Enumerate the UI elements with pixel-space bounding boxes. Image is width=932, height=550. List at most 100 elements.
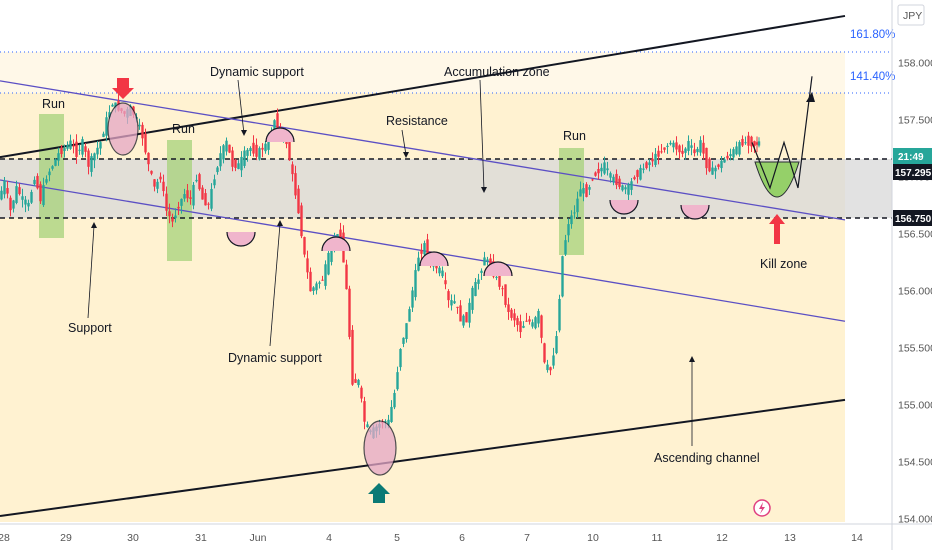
candle-body <box>45 179 48 183</box>
y-tick-label: 155.500 <box>898 342 932 354</box>
currency-box[interactable] <box>897 4 925 26</box>
candle-body <box>603 162 606 174</box>
candle-body <box>519 321 522 333</box>
candle-body <box>546 364 549 371</box>
candle-body <box>555 336 558 354</box>
candle-body <box>648 162 651 166</box>
candle-body <box>207 203 210 205</box>
candle-body <box>147 152 150 165</box>
candle-body <box>267 140 270 150</box>
candle-body <box>237 163 240 169</box>
candle-body <box>141 124 144 139</box>
candle-body <box>402 337 405 344</box>
projection-arrowhead <box>806 92 815 102</box>
candle-body <box>171 217 174 222</box>
candle-body <box>261 147 264 150</box>
candle-body <box>447 291 450 301</box>
candle-body <box>60 147 63 155</box>
candle-body <box>498 275 501 287</box>
candle-body <box>552 355 555 366</box>
candle-body <box>9 197 12 211</box>
red-up-arrow-kill-zone <box>769 214 785 244</box>
candle-body <box>36 175 39 189</box>
candle-body <box>753 141 756 146</box>
candle-body <box>528 319 531 322</box>
candle-body <box>666 145 669 147</box>
candle-body <box>687 140 690 151</box>
candle-body <box>243 150 246 166</box>
candle-body <box>156 181 159 189</box>
candle-body <box>708 158 711 172</box>
candle-body <box>192 184 195 206</box>
candle-body <box>228 144 231 153</box>
candle-body <box>180 198 183 206</box>
candle-body <box>681 150 684 154</box>
candle-body <box>486 259 489 262</box>
arc-touch-3 <box>419 251 449 267</box>
x-tick-label: 31 <box>195 532 207 544</box>
candle-body <box>660 151 663 153</box>
arc-touch-2 <box>321 236 351 252</box>
candle-body <box>420 249 423 254</box>
candle-body <box>297 188 300 214</box>
candle-body <box>699 140 702 153</box>
candle-body <box>360 387 363 399</box>
candle-body <box>507 304 510 312</box>
candle-body <box>264 143 267 152</box>
candle-body <box>630 181 633 190</box>
candle-body <box>249 148 252 152</box>
x-tick-label: 6 <box>459 532 465 544</box>
y-tick-label: 154.000 <box>898 513 932 525</box>
candle-body <box>504 284 507 305</box>
pointer-resistance-tip <box>403 152 409 158</box>
candle-body <box>0 190 3 200</box>
candle-body <box>153 179 156 187</box>
candle-body <box>321 279 324 281</box>
candle-body <box>78 149 81 151</box>
candle-body <box>483 257 486 266</box>
y-tick-label: 156.500 <box>898 229 932 241</box>
x-tick-label: 7 <box>524 532 530 544</box>
candle-body <box>414 270 417 298</box>
candle-body <box>288 140 291 161</box>
candle-body <box>273 120 276 130</box>
arc-touch-5 <box>226 231 256 247</box>
candle-body <box>669 142 672 145</box>
candle-body <box>21 196 24 200</box>
candle-body <box>258 148 261 160</box>
candle-body <box>351 329 354 385</box>
candle-body <box>705 147 708 169</box>
candle-body <box>636 170 639 177</box>
price-axis: 154.000 154.500 155.000 155.500 156.000 156.5… <box>898 58 932 526</box>
candle-body <box>717 164 720 167</box>
candle-body <box>276 113 279 129</box>
x-tick-label: 4 <box>326 532 332 544</box>
candle-body <box>657 150 660 157</box>
candle-body <box>510 309 513 318</box>
candle-body <box>42 185 45 206</box>
annotation-run-2: Run <box>172 122 195 136</box>
candle-body <box>654 153 657 165</box>
candle-body <box>501 288 504 290</box>
x-tick-label: 14 <box>851 532 863 544</box>
candle-body <box>240 156 243 171</box>
candle-body <box>306 258 309 273</box>
candle-body <box>426 239 429 257</box>
candle-body <box>702 142 705 154</box>
candle-body <box>513 313 516 321</box>
candle-body <box>750 136 753 147</box>
candle-body <box>93 153 96 161</box>
candle-body <box>714 167 717 172</box>
candle-body <box>453 301 456 304</box>
candle-body <box>738 142 741 155</box>
candle-body <box>732 149 735 158</box>
candle-body <box>690 145 693 148</box>
candle-body <box>747 135 750 146</box>
annotation-dynamic-support-top: Dynamic support <box>210 65 304 79</box>
candle-body <box>543 343 546 363</box>
pointer-dynamic-support-bottom <box>269 223 281 347</box>
candle-body <box>726 155 729 159</box>
candle-body <box>366 424 369 428</box>
candle-body <box>456 306 459 308</box>
